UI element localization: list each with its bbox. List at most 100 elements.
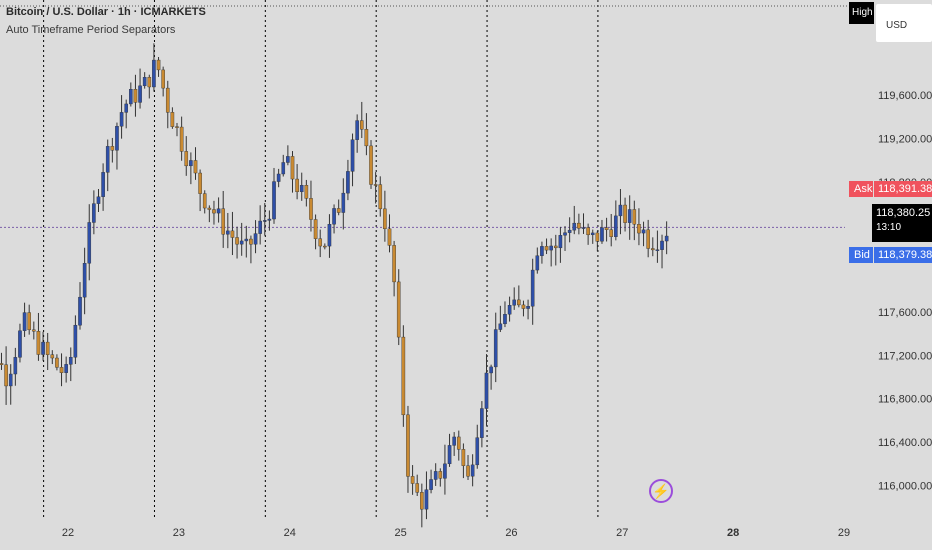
lightning-bolt-icon[interactable]: ⚡: [649, 479, 673, 503]
candle-down: [456, 436, 461, 450]
candle-up: [142, 77, 147, 87]
candle-up: [470, 464, 475, 477]
candle-up: [13, 357, 18, 375]
candle-down: [383, 208, 387, 230]
candle-down: [521, 304, 526, 309]
candle-up: [627, 209, 632, 223]
candle-down: [193, 160, 198, 174]
candle-up: [119, 112, 124, 127]
candle-down: [313, 219, 318, 239]
candle-down: [406, 414, 410, 477]
candle-up: [22, 312, 27, 331]
candle-up: [535, 255, 540, 271]
candle-up: [189, 160, 193, 167]
candle-up: [96, 196, 101, 204]
candle-down: [650, 248, 655, 251]
candle-up: [253, 233, 258, 245]
candle-up: [655, 249, 660, 251]
candle-up: [41, 341, 45, 355]
candle-up: [433, 471, 438, 480]
candle-up: [452, 436, 456, 446]
candle-down: [304, 184, 309, 199]
candle-up: [424, 489, 429, 510]
high-label: High: [849, 2, 874, 24]
candle-up: [64, 364, 68, 373]
candle-down: [156, 59, 161, 71]
candle-down: [378, 184, 383, 210]
bid-price-tag: 118,379.38: [874, 247, 932, 263]
candle-down: [198, 172, 202, 194]
candle-down: [55, 357, 59, 368]
candle-down: [179, 126, 184, 152]
candle-up: [115, 126, 119, 151]
candle-down: [609, 229, 614, 237]
last-price-tag: 118,380.25 13:10: [872, 204, 932, 242]
candle-up: [152, 59, 156, 88]
candle-up: [443, 463, 447, 479]
candle-down: [387, 228, 392, 246]
candle-down: [544, 246, 549, 251]
candle-down: [415, 483, 420, 493]
candle-down: [295, 178, 299, 193]
candle-down: [318, 238, 323, 247]
candle-down: [4, 364, 8, 387]
candle-up: [507, 305, 512, 315]
candle-down: [604, 227, 609, 230]
x-tick-label: 29: [838, 527, 850, 539]
bid-label: Bid: [849, 247, 873, 263]
candle-up: [346, 171, 350, 194]
y-tick-label: 116,800.00: [878, 394, 932, 406]
candle-down: [207, 207, 212, 210]
candle-up: [216, 208, 221, 214]
candle-up: [480, 408, 484, 438]
candle-up: [581, 227, 586, 229]
candle-down: [517, 299, 521, 306]
bar-countdown: 13:10: [876, 222, 902, 233]
candle-down: [290, 156, 295, 180]
candle-up: [299, 184, 304, 193]
candle-up: [327, 224, 332, 247]
candle-up: [526, 306, 530, 309]
candle-down: [184, 151, 189, 167]
candle-up: [614, 215, 618, 237]
y-axis: 119,600.00119,200.00118,800.00117,600.00…: [878, 90, 932, 492]
candle-up: [355, 120, 359, 140]
candle-up: [258, 220, 262, 234]
candle-up: [493, 329, 498, 368]
candle-down: [553, 245, 558, 249]
candle-up: [558, 235, 563, 249]
candle-down: [438, 471, 443, 479]
candle-down: [165, 87, 170, 113]
y-tick-label: 117,200.00: [878, 350, 932, 362]
candle-up: [281, 162, 286, 175]
candle-up: [530, 269, 535, 307]
candle-up: [68, 357, 73, 365]
candle-down: [410, 476, 415, 484]
indicator-label[interactable]: Auto Timeframe Period Separators: [6, 24, 176, 36]
currency-button[interactable]: USD: [876, 4, 932, 42]
candle-up: [475, 437, 480, 466]
candle-up: [618, 204, 623, 217]
candle-up: [267, 218, 272, 221]
candle-down: [202, 193, 207, 209]
candle-down: [646, 229, 650, 249]
candle-up: [105, 146, 110, 173]
candle-up: [590, 232, 595, 236]
y-tick-label: 116,000.00: [878, 480, 932, 492]
candle-down: [632, 209, 637, 225]
ask-label: Ask: [849, 181, 873, 197]
candle-up: [563, 232, 567, 236]
candle-up: [18, 330, 22, 358]
candle-down: [466, 465, 470, 477]
candle-down: [323, 245, 327, 248]
candle-down: [161, 69, 165, 89]
candle-up: [540, 246, 544, 256]
candle-down: [420, 492, 424, 510]
candle-down: [212, 209, 216, 214]
y-tick-label: 119,200.00: [878, 133, 932, 145]
candle-down: [27, 312, 31, 331]
candle-up: [350, 139, 355, 172]
period-separators: [43, 0, 599, 518]
x-tick-label: 26: [505, 527, 517, 539]
